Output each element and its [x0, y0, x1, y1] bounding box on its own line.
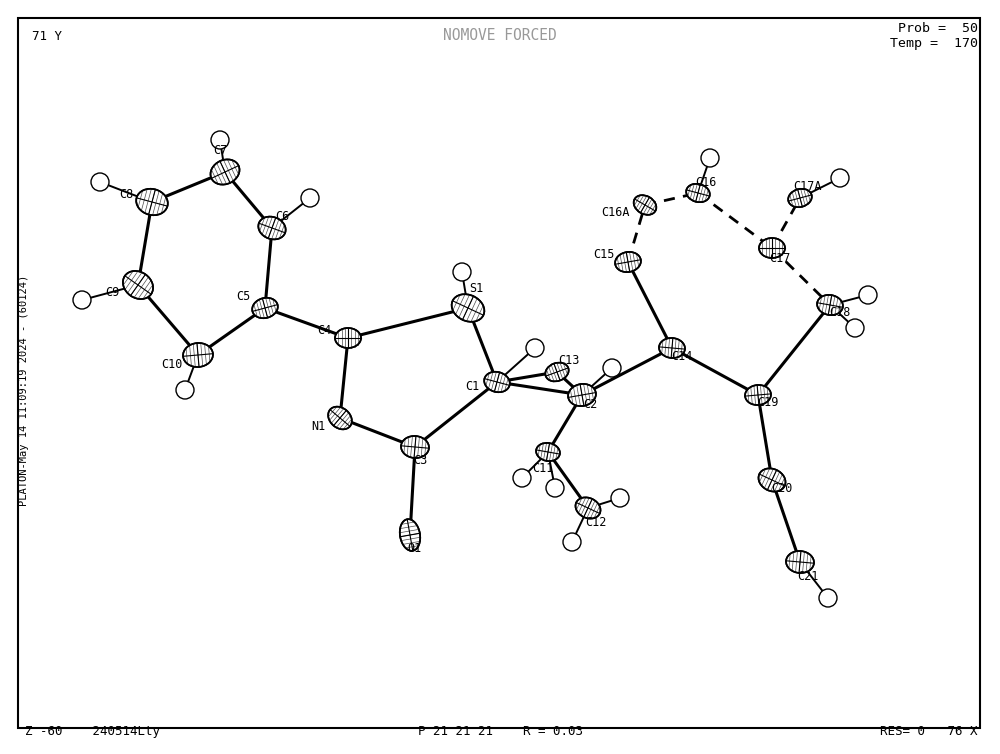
Text: C2: C2 — [583, 399, 597, 412]
Circle shape — [563, 533, 581, 551]
Ellipse shape — [659, 338, 685, 358]
Circle shape — [611, 489, 629, 507]
Text: C17A: C17A — [794, 179, 822, 192]
Text: C5: C5 — [236, 290, 250, 302]
Text: C6: C6 — [275, 210, 289, 222]
Ellipse shape — [136, 188, 168, 215]
Text: C20: C20 — [771, 482, 793, 495]
Ellipse shape — [328, 406, 352, 429]
Text: C18: C18 — [829, 306, 851, 320]
Text: C19: C19 — [757, 397, 779, 409]
Text: C16: C16 — [695, 176, 717, 189]
Text: Prob =  50
Temp =  170: Prob = 50 Temp = 170 — [890, 22, 978, 50]
Circle shape — [701, 149, 719, 167]
Circle shape — [176, 381, 194, 399]
Text: C21: C21 — [797, 569, 819, 583]
Ellipse shape — [183, 343, 213, 367]
Text: C17: C17 — [769, 252, 791, 265]
Circle shape — [831, 169, 849, 187]
Circle shape — [513, 469, 531, 487]
Ellipse shape — [817, 295, 843, 315]
Text: C7: C7 — [213, 143, 227, 157]
Text: P 21 21 21    R = 0.03: P 21 21 21 R = 0.03 — [418, 725, 582, 738]
Ellipse shape — [210, 159, 240, 185]
Text: C3: C3 — [413, 455, 427, 467]
Circle shape — [453, 263, 471, 281]
Text: C12: C12 — [585, 516, 607, 529]
Text: 71 Y: 71 Y — [32, 30, 62, 43]
Text: C10: C10 — [161, 358, 183, 372]
Circle shape — [301, 189, 319, 207]
Ellipse shape — [686, 184, 710, 202]
Ellipse shape — [258, 216, 286, 239]
Text: C4: C4 — [317, 323, 331, 336]
Ellipse shape — [615, 252, 641, 272]
Circle shape — [546, 479, 564, 497]
Circle shape — [603, 359, 621, 377]
Ellipse shape — [545, 363, 569, 382]
Ellipse shape — [452, 294, 484, 322]
Text: C16A: C16A — [601, 207, 629, 219]
Text: C1: C1 — [465, 381, 479, 394]
Text: O1: O1 — [408, 542, 422, 556]
Ellipse shape — [786, 551, 814, 573]
Circle shape — [526, 339, 544, 357]
Text: PLATON-May 14 11:09:19 2024 - (60124): PLATON-May 14 11:09:19 2024 - (60124) — [19, 274, 29, 506]
Ellipse shape — [252, 298, 278, 318]
Circle shape — [846, 319, 864, 337]
Ellipse shape — [758, 468, 786, 492]
Text: C13: C13 — [558, 354, 580, 366]
Ellipse shape — [634, 195, 656, 215]
Circle shape — [859, 286, 877, 304]
Text: N1: N1 — [311, 419, 325, 433]
Circle shape — [91, 173, 109, 191]
Text: C15: C15 — [593, 247, 615, 260]
Ellipse shape — [745, 385, 771, 405]
Ellipse shape — [575, 498, 601, 519]
Text: C8: C8 — [119, 188, 133, 201]
Text: RES= 0   76 X: RES= 0 76 X — [881, 725, 978, 738]
Ellipse shape — [400, 520, 420, 551]
Circle shape — [819, 589, 837, 607]
Ellipse shape — [484, 372, 510, 392]
Text: NOMOVE FORCED: NOMOVE FORCED — [443, 28, 557, 43]
Ellipse shape — [401, 436, 429, 458]
Ellipse shape — [123, 271, 153, 299]
Circle shape — [73, 291, 91, 309]
Text: C9: C9 — [105, 287, 119, 299]
Text: C14: C14 — [671, 350, 693, 363]
Ellipse shape — [568, 384, 596, 406]
Circle shape — [211, 131, 229, 149]
Ellipse shape — [536, 443, 560, 461]
Ellipse shape — [788, 188, 812, 207]
Text: C11: C11 — [532, 461, 554, 474]
Ellipse shape — [759, 238, 785, 258]
Ellipse shape — [335, 328, 361, 348]
Text: Z -60    240514Lty: Z -60 240514Lty — [25, 725, 160, 738]
Text: S1: S1 — [469, 281, 483, 295]
